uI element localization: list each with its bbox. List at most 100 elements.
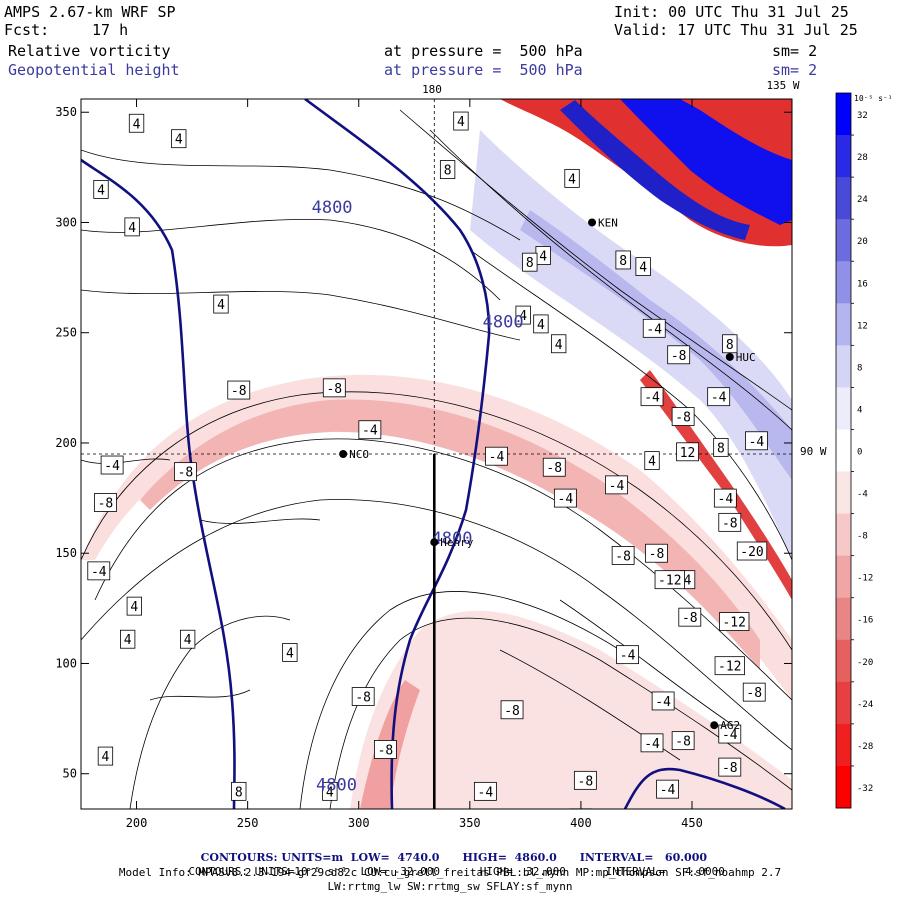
station-dot (725, 352, 734, 361)
vorticity-contour-label: 4 (515, 305, 531, 325)
station-marker: AG2 (710, 719, 740, 732)
colorbar-tick-label: -20 (857, 658, 873, 668)
colorbar-tick-label: -16 (857, 616, 873, 626)
vorticity-contour-label: -4 (642, 318, 666, 338)
vorticity-contour-label: 4 (551, 334, 567, 354)
label-box (718, 512, 742, 532)
label-box (564, 168, 580, 188)
colorbar-swatch (836, 639, 851, 683)
label-text: -8 (615, 549, 631, 564)
label-text: -8 (746, 686, 762, 701)
label-text: -4 (489, 450, 505, 465)
station-id: AG2 (720, 719, 740, 732)
label-box (97, 746, 114, 766)
label-text: 4 (639, 261, 647, 276)
intense-vorticity-core-blue (520, 99, 792, 225)
colorbar-tick-label: -24 (857, 700, 873, 710)
label-box (605, 475, 628, 495)
x-tick-label: 300 (348, 816, 370, 830)
label-box (635, 257, 651, 276)
label-box (611, 546, 635, 565)
vorticity-contour-label: -8 (322, 378, 346, 398)
model-title: AMPS 2.67-km WRF SP (4, 3, 176, 21)
vorticity-contour-interval: INTERVAL= 4.0000 (605, 865, 725, 878)
label-box (671, 407, 695, 426)
lower-negative-zone (350, 610, 792, 809)
height-contour-label: 4800 (483, 313, 524, 333)
vorticity-contour-label: 4 (171, 129, 187, 149)
label-box (515, 305, 531, 325)
vorticity-contour-label: -4 (473, 781, 497, 801)
label-box (645, 543, 668, 563)
label-text: 4 (175, 133, 183, 148)
vorticity-contour-label: 4 (322, 781, 338, 801)
label-box (282, 643, 298, 662)
label-text: -4 (104, 459, 120, 474)
vorticity-contour-label: -8 (611, 546, 635, 565)
label-text: 4 (684, 574, 692, 589)
label-text: -8 (682, 611, 698, 626)
vorticity-contour-label: -8 (542, 457, 566, 477)
label-box (231, 781, 247, 801)
label-box (551, 334, 567, 354)
vorticity-contour-label: -8 (671, 731, 695, 751)
label-box (707, 387, 731, 407)
colorbar-swatch (836, 471, 851, 515)
label-box (500, 700, 524, 720)
colorbar-swatch (836, 303, 851, 346)
field2-level: at pressure = 500 hPa (384, 61, 583, 79)
vorticity-contour-label: -20 (736, 541, 768, 561)
station-marker: HUC (725, 351, 756, 364)
colorbar-tick-label: 4 (857, 405, 862, 415)
colorbar-tick-label: -28 (857, 742, 873, 752)
vorticity-contour-label: -4 (100, 455, 124, 475)
vorticity-contour-label: 8 (231, 781, 247, 801)
label-text: 4 (102, 750, 110, 765)
colorbar-swatch (836, 93, 851, 136)
label-box (676, 442, 699, 462)
label-text: 8 (444, 164, 452, 179)
colorbar-swatch (836, 387, 851, 430)
lon-180-label: 180 (422, 83, 442, 96)
label-text: -4 (478, 785, 494, 800)
label-text: -8 (355, 691, 371, 706)
colorbar-swatch (836, 555, 851, 599)
colorbar-tick-label: 12 (857, 321, 868, 331)
label-box (373, 740, 397, 759)
vorticity-contour-label: 8 (615, 250, 631, 270)
x-tick-label: 450 (681, 816, 703, 830)
vorticity-contour-label: 4 (179, 629, 196, 649)
label-text: -4 (91, 565, 107, 580)
init-time: Init: 00 UTC Thu 31 Jul 25 (614, 3, 849, 21)
label-text: -4 (362, 424, 378, 439)
vorticity-contour-label: -4 (553, 488, 577, 508)
label-text: -4 (644, 737, 660, 752)
label-box (87, 561, 111, 581)
label-text: 4 (568, 172, 576, 187)
label-box (640, 387, 664, 407)
label-box (573, 770, 597, 790)
label-text: -4 (660, 783, 676, 798)
y-tick-label: 300 (55, 215, 77, 229)
label-text: -8 (722, 516, 738, 531)
label-box (667, 345, 691, 365)
label-text: -4 (646, 322, 662, 337)
station-id: Henry (440, 536, 473, 549)
label-box (745, 431, 768, 451)
model-info: Model Info: MPASv8.2.3-194-gf29cd82c CU:… (118, 866, 782, 879)
colorbar-swatch (836, 261, 851, 304)
label-text: -4 (644, 391, 660, 406)
y-tick-label: 150 (55, 546, 77, 560)
label-text: -4 (711, 391, 727, 406)
vorticity-contour-label: 4 (282, 643, 298, 662)
colorbar-tick-label: -12 (857, 574, 873, 584)
label-box (93, 180, 109, 199)
label-text: 4 (133, 117, 141, 132)
colorbar-swatch (836, 177, 851, 220)
label-box (322, 781, 338, 801)
label-box (644, 451, 660, 471)
label-text: -8 (98, 497, 114, 512)
vorticity-contour-label: 4 (128, 113, 145, 133)
label-text: -8 (578, 774, 594, 789)
